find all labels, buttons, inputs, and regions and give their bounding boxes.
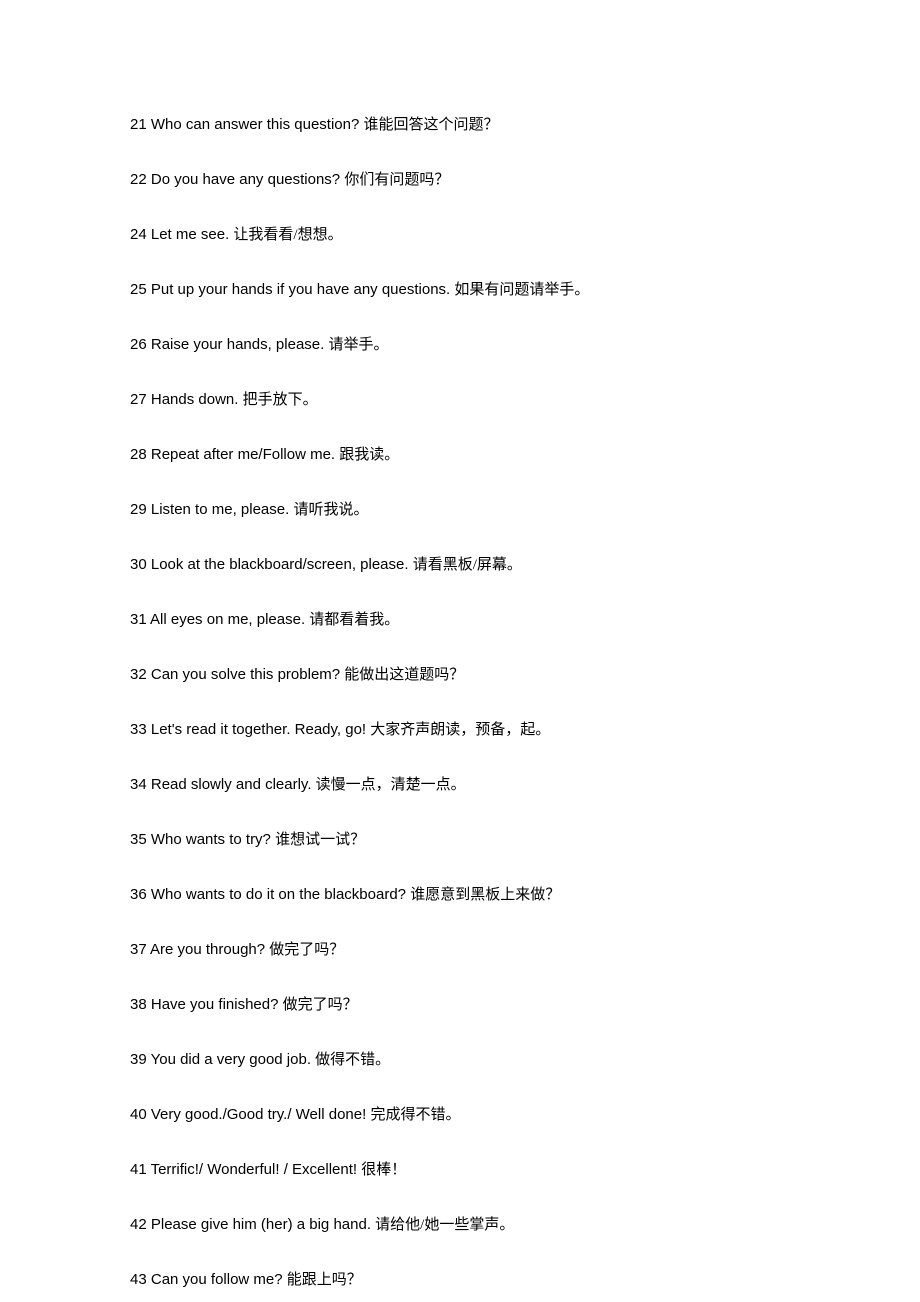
chinese-text: 请都看着我。: [309, 612, 399, 628]
chinese-text: 做完了吗？: [283, 997, 358, 1013]
english-text: Who wants to try?: [151, 831, 271, 848]
chinese-text: 谁能回答这个问题？: [363, 117, 498, 133]
english-text: Can you solve this problem?: [151, 666, 340, 683]
line-number: 21: [130, 116, 147, 133]
english-text: Let's read it together. Ready, go!: [151, 721, 366, 738]
chinese-text: 请给他/她一些掌声。: [375, 1217, 514, 1233]
line-number: 30: [130, 556, 147, 573]
phrase-line: 30 Look at the blackboard/screen, please…: [130, 554, 790, 576]
phrase-line: 25 Put up your hands if you have any que…: [130, 279, 790, 301]
phrase-line: 29 Listen to me, please. 请听我说。: [130, 499, 790, 521]
chinese-text: 做完了吗？: [269, 942, 344, 958]
line-number: 43: [130, 1271, 147, 1288]
english-text: Repeat after me/Follow me.: [151, 446, 335, 463]
phrase-line: 38 Have you finished? 做完了吗？: [130, 994, 790, 1016]
line-number: 41: [130, 1161, 147, 1178]
line-number: 27: [130, 391, 147, 408]
english-text: Let me see.: [151, 226, 229, 243]
chinese-text: 能跟上吗？: [287, 1272, 362, 1288]
chinese-text: 如果有问题请举手。: [454, 282, 589, 298]
english-text: You did a very good job.: [151, 1051, 311, 1068]
chinese-text: 让我看看/想想。: [233, 227, 342, 243]
chinese-text: 能做出这道题吗？: [344, 667, 464, 683]
chinese-text: 把手放下。: [243, 392, 318, 408]
english-text: Do you have any questions?: [151, 171, 340, 188]
chinese-text: 跟我读。: [339, 447, 399, 463]
line-number: 22: [130, 171, 147, 188]
chinese-text: 请举手。: [328, 337, 388, 353]
line-number: 35: [130, 831, 147, 848]
chinese-text: 请听我说。: [293, 502, 368, 518]
phrase-line: 41 Terrific!/ Wonderful! / Excellent! 很棒…: [130, 1159, 790, 1181]
chinese-text: 完成得不错。: [370, 1107, 460, 1123]
line-number: 42: [130, 1216, 147, 1233]
english-text: Put up your hands if you have any questi…: [151, 281, 450, 298]
english-text: Read slowly and clearly.: [151, 776, 312, 793]
phrase-line: 42 Please give him (her) a big hand. 请给他…: [130, 1214, 790, 1236]
document-page: 21 Who can answer this question? 谁能回答这个问…: [0, 0, 920, 1302]
line-number: 38: [130, 996, 147, 1013]
line-number: 39: [130, 1051, 147, 1068]
chinese-text: 大家齐声朗读，预备，起。: [370, 722, 550, 738]
phrase-line: 37 Are you through? 做完了吗？: [130, 939, 790, 961]
line-number: 31: [130, 611, 147, 628]
phrase-line: 34 Read slowly and clearly. 读慢一点，清楚一点。: [130, 774, 790, 796]
english-text: Hands down.: [151, 391, 239, 408]
chinese-text: 谁想试一试？: [275, 832, 365, 848]
line-number: 25: [130, 281, 147, 298]
line-number: 34: [130, 776, 147, 793]
line-number: 40: [130, 1106, 147, 1123]
phrase-line: 28 Repeat after me/Follow me. 跟我读。: [130, 444, 790, 466]
english-text: Have you finished?: [151, 996, 279, 1013]
phrase-line: 21 Who can answer this question? 谁能回答这个问…: [130, 114, 790, 136]
phrase-line: 32 Can you solve this problem? 能做出这道题吗？: [130, 664, 790, 686]
english-text: Please give him (her) a big hand.: [151, 1216, 371, 1233]
english-text: All eyes on me, please.: [150, 611, 305, 628]
phrase-line: 39 You did a very good job. 做得不错。: [130, 1049, 790, 1071]
phrase-line: 22 Do you have any questions? 你们有问题吗？: [130, 169, 790, 191]
line-number: 32: [130, 666, 147, 683]
chinese-text: 很棒！: [361, 1162, 406, 1178]
chinese-text: 谁愿意到黑板上来做？: [410, 887, 560, 903]
phrase-line: 33 Let's read it together. Ready, go! 大家…: [130, 719, 790, 741]
line-number: 29: [130, 501, 147, 518]
phrase-line: 24 Let me see. 让我看看/想想。: [130, 224, 790, 246]
english-text: Terrific!/ Wonderful! / Excellent!: [151, 1161, 357, 1178]
phrase-line: 26 Raise your hands, please. 请举手。: [130, 334, 790, 356]
english-text: Look at the blackboard/screen, please.: [151, 556, 409, 573]
english-text: Very good./Good try./ Well done!: [151, 1106, 366, 1123]
english-text: Raise your hands, please.: [151, 336, 324, 353]
english-text: Are you through?: [150, 941, 265, 958]
english-text: Who can answer this question?: [151, 116, 359, 133]
phrase-line: 36 Who wants to do it on the blackboard?…: [130, 884, 790, 906]
chinese-text: 做得不错。: [315, 1052, 390, 1068]
english-text: Who wants to do it on the blackboard?: [151, 886, 406, 903]
phrase-line: 27 Hands down. 把手放下。: [130, 389, 790, 411]
line-number: 33: [130, 721, 147, 738]
line-number: 24: [130, 226, 147, 243]
line-number: 36: [130, 886, 147, 903]
phrase-line: 31 All eyes on me, please. 请都看着我。: [130, 609, 790, 631]
line-number: 26: [130, 336, 147, 353]
english-text: Can you follow me?: [151, 1271, 283, 1288]
phrase-line: 40 Very good./Good try./ Well done! 完成得不…: [130, 1104, 790, 1126]
chinese-text: 你们有问题吗？: [344, 172, 449, 188]
phrase-line: 35 Who wants to try? 谁想试一试？: [130, 829, 790, 851]
line-number: 37: [130, 941, 147, 958]
line-number: 28: [130, 446, 147, 463]
english-text: Listen to me, please.: [151, 501, 289, 518]
phrase-line: 43 Can you follow me? 能跟上吗？: [130, 1269, 790, 1291]
chinese-text: 请看黑板/屏幕。: [413, 557, 522, 573]
chinese-text: 读慢一点，清楚一点。: [316, 777, 466, 793]
